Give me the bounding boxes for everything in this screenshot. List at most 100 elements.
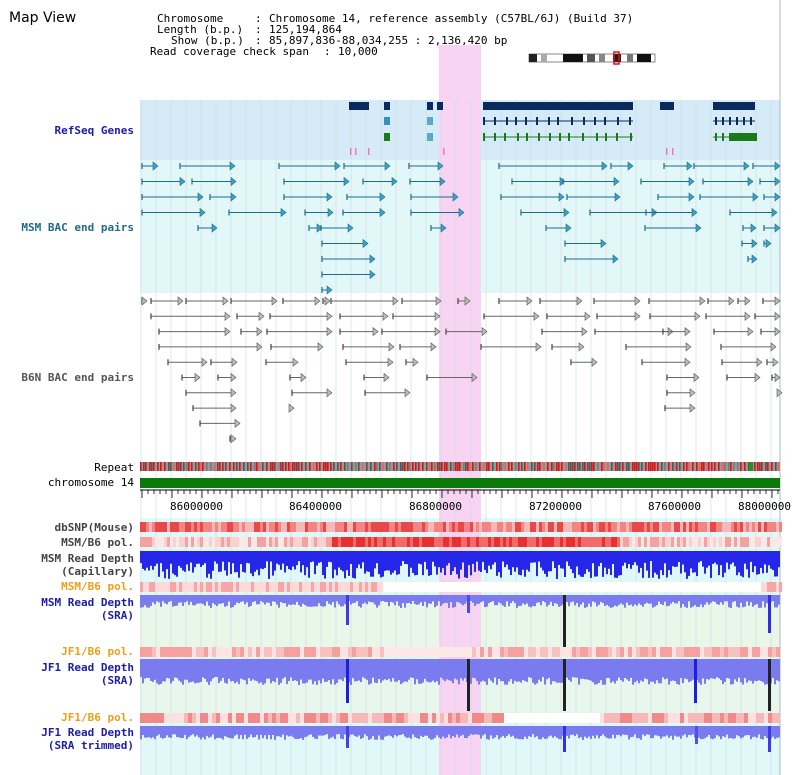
heat-cell — [194, 522, 197, 532]
depth-bar — [684, 551, 686, 573]
msm-b6-pol-label-2[interactable]: MSM/B6 pol. — [61, 580, 134, 593]
heat-cell — [755, 537, 758, 547]
depth-bar — [312, 551, 314, 562]
depth-bar — [636, 551, 638, 566]
depth-bar — [532, 595, 534, 607]
chromosome-label[interactable]: chromosome 14 — [47, 476, 134, 489]
heat-cell — [362, 582, 365, 592]
depth-bar — [556, 595, 558, 604]
depth-bar — [292, 726, 294, 738]
heat-cell — [668, 537, 671, 547]
depth-bar — [596, 659, 598, 685]
depth-bar — [228, 595, 230, 602]
refseq-genes-label[interactable]: RefSeq Genes — [54, 124, 134, 137]
jf1-read-depth-sra-label-1[interactable]: JF1 Read Depth — [41, 661, 134, 674]
heat-cell — [275, 582, 278, 592]
msm-read-depth-sra-label-1[interactable]: MSM Read Depth — [41, 596, 134, 609]
chromosome-ideogram[interactable] — [527, 51, 657, 65]
heat-cell — [264, 647, 268, 657]
depth-bar — [558, 726, 560, 740]
depth-bar — [610, 595, 612, 608]
depth-bar — [188, 726, 190, 737]
heat-cell — [392, 522, 395, 532]
repeat-element — [370, 462, 372, 471]
chromosome-colon: : — [255, 12, 262, 25]
repeat-label[interactable]: Repeat — [94, 461, 134, 474]
depth-bar — [714, 726, 716, 739]
repeat-element — [521, 462, 523, 471]
heat-cell — [209, 582, 212, 592]
depth-bar — [446, 659, 448, 680]
dbsnp-label[interactable]: dbSNP(Mouse) — [54, 521, 134, 534]
depth-bar — [190, 595, 192, 602]
depth-bar — [518, 595, 520, 606]
heat-cell — [644, 522, 647, 532]
depth-bar — [198, 726, 200, 738]
repeat-element — [325, 462, 327, 471]
depth-bar — [626, 551, 628, 569]
heat-cell — [248, 647, 252, 657]
heat-cell — [260, 537, 263, 547]
jf1-read-depth-trimmed-label-1[interactable]: JF1 Read Depth — [41, 726, 134, 739]
depth-bar — [282, 595, 284, 604]
depth-bar — [152, 551, 154, 570]
depth-bar — [618, 551, 620, 576]
depth-bar — [160, 659, 162, 684]
heat-cell — [506, 537, 509, 547]
depth-bar — [574, 595, 576, 606]
msm-bac-label[interactable]: MSM BAC end pairs — [21, 221, 134, 234]
depth-bar — [684, 659, 686, 679]
depth-bar — [710, 659, 712, 679]
depth-bar — [758, 726, 760, 735]
depth-bar — [272, 551, 274, 576]
jf1-b6-pol-label-2[interactable]: JF1/B6 pol. — [61, 711, 134, 724]
depth-bar — [720, 659, 722, 681]
heat-cell — [167, 582, 170, 592]
depth-bar — [230, 659, 232, 682]
depth-bar — [650, 551, 652, 562]
depth-bar — [580, 659, 582, 679]
repeat-element — [561, 462, 563, 471]
jf1-b6-pol-label-1[interactable]: JF1/B6 pol. — [61, 645, 134, 658]
depth-bar — [270, 726, 272, 740]
coverage-colon: : — [324, 45, 331, 58]
heat-cell — [542, 537, 545, 547]
heat-cell — [576, 647, 580, 657]
heat-cell — [500, 582, 503, 592]
depth-bar — [216, 595, 218, 607]
depth-bar — [484, 595, 486, 608]
heat-cell — [413, 582, 416, 592]
depth-bar — [452, 659, 454, 684]
depth-bar — [728, 659, 730, 679]
bac-end-arrow — [774, 223, 781, 233]
msm-read-depth-capillary-label-1[interactable]: MSM Read Depth — [41, 552, 134, 565]
depth-bar — [656, 726, 658, 736]
heat-cell — [470, 582, 473, 592]
depth-bar — [714, 551, 716, 563]
heat-cell — [701, 582, 704, 592]
repeat-element — [703, 462, 705, 471]
depth-bar — [290, 551, 292, 571]
heat-cell — [467, 537, 470, 547]
depth-bar — [334, 551, 336, 570]
depth-bar — [722, 595, 724, 605]
repeat-element — [714, 462, 716, 471]
msm-b6-pol-label-1[interactable]: MSM/B6 pol. — [61, 536, 134, 549]
heat-cell — [653, 537, 656, 547]
heat-cell — [348, 647, 352, 657]
heat-cell — [527, 537, 530, 547]
heat-cell — [724, 647, 728, 657]
repeat-element — [389, 462, 391, 471]
chromosome-key: Chromosome — [157, 12, 224, 25]
repeat-element — [534, 462, 536, 471]
depth-bar — [730, 726, 732, 738]
depth-bar — [260, 659, 262, 683]
b6n-bac-label[interactable]: B6N BAC end pairs — [21, 371, 134, 384]
depth-bar — [148, 659, 150, 678]
depth-bar — [384, 551, 386, 571]
depth-bar — [358, 726, 360, 736]
depth-bar — [176, 659, 178, 679]
bac-end-arrow — [141, 296, 148, 306]
heat-cell — [239, 522, 242, 532]
